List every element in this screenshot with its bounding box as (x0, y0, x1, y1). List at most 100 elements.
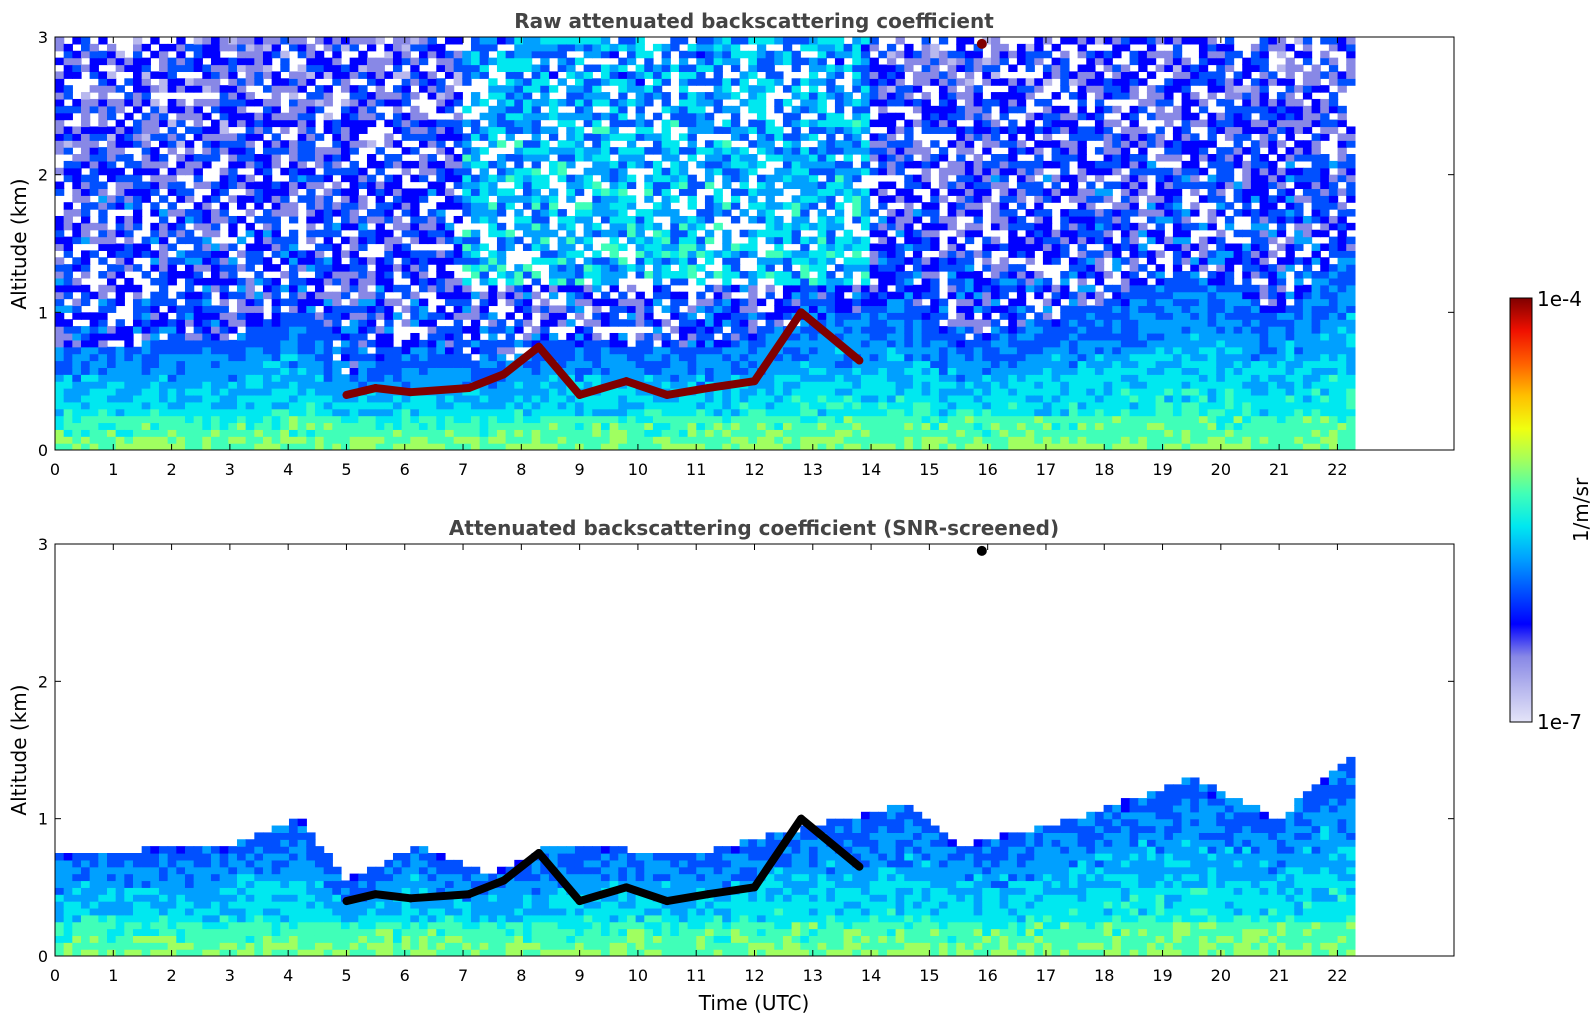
heatmap-cell (245, 133, 255, 141)
heatmap-cell (505, 401, 515, 410)
heatmap-cell (505, 112, 515, 121)
heatmap-cell (687, 64, 697, 73)
heatmap-cell (366, 374, 377, 382)
heatmap-cell (704, 126, 715, 134)
heatmap-cell (826, 415, 836, 424)
heatmap-cell (583, 181, 593, 190)
heatmap-cell (878, 277, 888, 286)
heatmap-cell (444, 167, 455, 176)
heatmap-cell (592, 360, 602, 368)
heatmap-cell (167, 202, 177, 210)
heatmap-cell (358, 126, 368, 134)
heatmap-cell (904, 43, 914, 52)
heatmap-cell (540, 381, 550, 389)
heatmap-cell (297, 195, 307, 203)
heatmap-cell (635, 360, 645, 368)
heatmap-cell (72, 374, 82, 382)
heatmap-cell (358, 37, 368, 45)
heatmap-cell (332, 319, 342, 327)
heatmap-cell (566, 436, 576, 444)
heatmap-cell (505, 443, 515, 450)
heatmap-cell (834, 98, 845, 107)
heatmap-cell (678, 215, 689, 224)
heatmap-cell (470, 50, 481, 59)
heatmap-cell (869, 264, 879, 272)
heatmap-cell (488, 43, 498, 52)
heatmap-cell (245, 181, 255, 190)
heatmap-cell (184, 64, 195, 73)
heatmap-cell (193, 401, 203, 410)
heatmap-cell (297, 140, 307, 148)
heatmap-cell (306, 105, 316, 114)
heatmap-cell (210, 326, 221, 334)
heatmap-cell (670, 291, 680, 300)
heatmap-cell (774, 429, 784, 437)
heatmap-cell (904, 312, 914, 320)
heatmap-cell (107, 346, 117, 355)
heatmap-cell (358, 422, 368, 430)
heatmap-cell (297, 401, 307, 410)
heatmap-cell (444, 160, 455, 169)
heatmap-cell (436, 360, 446, 368)
heatmap-cell (912, 264, 923, 272)
heatmap-cell (323, 271, 333, 279)
heatmap-cell (583, 264, 593, 272)
heatmap-cell (375, 271, 385, 279)
heatmap-cell (739, 229, 749, 238)
heatmap-cell (262, 181, 273, 190)
heatmap-cell (704, 367, 715, 375)
heatmap-cell (210, 429, 221, 437)
heatmap-cell (427, 353, 437, 362)
heatmap-cell (852, 243, 862, 251)
heatmap-cell (670, 37, 680, 45)
heatmap-cell (176, 181, 186, 190)
heatmap-cell (618, 291, 628, 300)
heatmap-cell (288, 92, 299, 100)
heatmap-cell (514, 381, 524, 389)
heatmap-cell (782, 257, 793, 265)
heatmap-cell (141, 326, 151, 334)
heatmap-cell (167, 401, 177, 410)
heatmap-cell (176, 140, 186, 148)
heatmap-cell (626, 264, 637, 272)
heatmap-cell (548, 291, 559, 300)
heatmap-cell (202, 401, 212, 410)
heatmap-cell (167, 167, 177, 176)
heatmap-cell (878, 243, 888, 251)
heatmap-cell (436, 415, 446, 424)
heatmap-cell (436, 346, 446, 355)
heatmap-cell (158, 119, 169, 128)
heatmap-cell (756, 298, 767, 307)
heatmap-cell (176, 222, 186, 231)
heatmap-cell (193, 339, 203, 348)
heatmap-cell (236, 360, 247, 368)
heatmap-cell (895, 188, 905, 196)
heatmap-cell (722, 360, 732, 368)
heatmap-cell (410, 436, 420, 444)
heatmap-cell (349, 312, 359, 320)
heatmap-cell (245, 422, 255, 430)
heatmap-cell (904, 85, 914, 93)
heatmap-cell (670, 147, 680, 155)
heatmap-cell (548, 271, 559, 279)
heatmap-cell (748, 284, 758, 293)
heatmap-cell (150, 381, 160, 389)
heatmap-cell (886, 236, 897, 245)
heatmap-cell (245, 305, 255, 313)
heatmap-cell (808, 188, 819, 196)
heatmap-cell (860, 332, 871, 341)
heatmap-cell (158, 284, 169, 293)
heatmap-cell (514, 112, 524, 121)
heatmap-cell (470, 181, 481, 190)
heatmap-cell (574, 408, 585, 417)
heatmap-cell (488, 381, 498, 389)
heatmap-cell (124, 181, 134, 190)
heatmap-cell (81, 360, 91, 368)
heatmap-cell (72, 346, 82, 355)
heatmap-cell (366, 57, 377, 66)
heatmap-cell (81, 250, 91, 258)
heatmap-cell (280, 326, 290, 334)
heatmap-cell (609, 394, 619, 403)
heatmap-cell (89, 167, 99, 176)
heatmap-cell (800, 174, 810, 183)
